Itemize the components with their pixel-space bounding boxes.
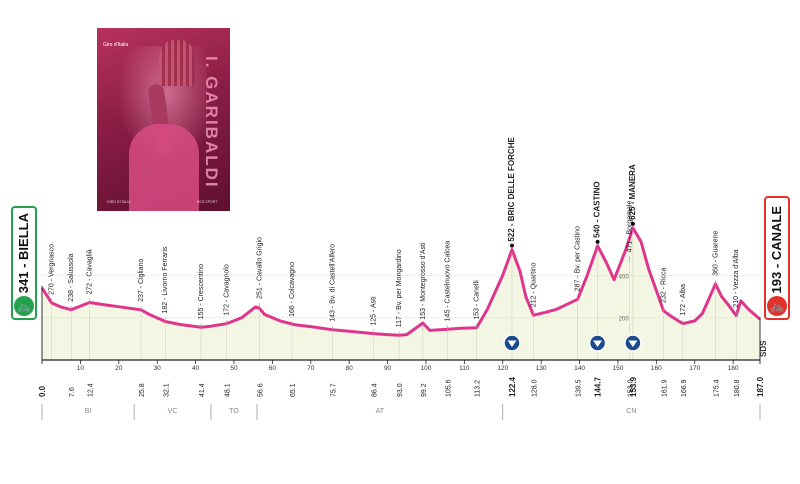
start-label: 341 - BIELLA	[16, 212, 31, 293]
km-label: 56.6	[257, 383, 264, 397]
y-tick-label: 400	[619, 274, 630, 280]
km-label: 0.0	[38, 385, 47, 397]
stage-poster-image: Giro d'Italia I. GARIBALDI GIRO D'ITALIA…	[97, 28, 230, 211]
x-tick-label: 160	[651, 365, 662, 372]
x-tick-label: 110	[459, 365, 470, 372]
waypoint-label: 182 - Livorno Ferraris	[162, 246, 169, 313]
km-label: 128.0	[531, 379, 538, 397]
km-label: 113.2	[475, 380, 482, 397]
x-tick-label: 60	[269, 365, 277, 372]
kom-summit-dot	[509, 243, 514, 248]
km-label: 41.4	[199, 383, 206, 397]
bicycle-icon: 🚲	[767, 296, 787, 316]
waypoint-label: 210 - Vezza d'Alba	[733, 249, 740, 307]
poster-footer-right: RCS SPORT	[197, 200, 218, 204]
km-label: 187.0	[756, 376, 765, 397]
waypoint-label: 625 - MANERA	[628, 164, 637, 220]
x-tick-label: 70	[307, 365, 315, 372]
x-tick-label: 20	[115, 365, 123, 372]
kom-summit-dot	[630, 221, 635, 226]
waypoint-label: 153 - Canelli	[474, 280, 481, 320]
km-label: 175.4	[713, 379, 720, 397]
rider-illustration	[129, 124, 199, 211]
x-tick-label: 50	[230, 365, 238, 372]
km-label: 75.7	[331, 383, 338, 397]
y-tick-label: 200	[619, 317, 630, 323]
waypoint-label: 287 - Bv. per Castino	[575, 226, 582, 291]
waypoint-label: 125 - Asti	[371, 296, 378, 326]
km-label: 7.6	[69, 387, 76, 397]
km-label: 65.1	[290, 383, 297, 397]
km-label: 25.8	[139, 383, 146, 397]
km-label: 139.5	[576, 379, 583, 397]
province-code: CN	[626, 408, 636, 415]
waypoint-label: 540 - CASTINO	[593, 181, 602, 237]
waypoint-label: 471 - Borgomale	[626, 201, 633, 253]
poster-name: I. GARIBALDI	[202, 56, 221, 189]
waypoint-label: 237 - Cigliano	[138, 259, 145, 302]
profile-line	[40, 226, 761, 337]
waypoint-label: 232 - Ricca	[661, 267, 668, 303]
profile-area	[42, 227, 760, 360]
km-label: 180.8	[734, 379, 741, 397]
waypoint-label: 238 - Salussola	[68, 253, 75, 301]
km-label: 48.1	[225, 383, 232, 397]
x-tick-label: 90	[384, 365, 392, 372]
km-label: 153.0	[627, 379, 634, 397]
waypoint-label: 145 - Castelnuovo Calcea	[444, 241, 451, 322]
bicycle-icon: 🚲	[14, 296, 34, 316]
kom-arrow-icon	[628, 340, 638, 347]
km-label: 153.9	[629, 376, 638, 397]
poster-logo: Giro d'Italia	[103, 42, 129, 48]
km-label: 105.6	[445, 379, 452, 397]
province-code: TO	[229, 408, 239, 415]
waypoint-label: 117 - Bv. per Mongardino	[396, 249, 403, 327]
km-label: 122.4	[508, 376, 517, 397]
x-tick-label: 180	[728, 365, 739, 372]
km-label: 166.9	[681, 379, 688, 397]
km-label: 161.9	[662, 379, 669, 397]
trophy-illustration	[159, 40, 195, 86]
x-tick-label: 40	[192, 365, 200, 372]
organizer-logo: SDS	[759, 340, 768, 357]
waypoint-label: 172 - Alba	[680, 284, 687, 316]
waypoint-label: 251 - Cavallo Grigio	[256, 237, 263, 299]
finish-label: 193 - CANALE	[769, 205, 784, 293]
waypoint-label: 172 - Cavagnolo	[224, 264, 231, 315]
poster-footer-left: GIRO D'ITALIA	[107, 200, 131, 204]
waypoint-label: 155 - Crescentino	[198, 264, 205, 319]
finish-badge: 193 - CANALE 🚲	[764, 196, 790, 320]
province-code: VC	[168, 408, 178, 415]
waypoint-label: 360 - Guarene	[712, 231, 719, 276]
waypoint-label: 270 - Vergnasco	[49, 244, 56, 295]
km-label: 12.4	[88, 383, 95, 397]
x-tick-label: 80	[346, 365, 354, 372]
x-tick-label: 30	[154, 365, 162, 372]
start-badge: 341 - BIELLA 🚲	[11, 206, 37, 320]
x-tick-label: 10	[77, 365, 85, 372]
waypoint-label: 272 - Cavaglià	[87, 249, 94, 294]
kom-arrow-icon	[593, 340, 603, 347]
kom-summit-dot	[595, 239, 600, 244]
waypoint-label: 166 - Colcavagno	[289, 262, 296, 317]
x-tick-label: 120	[497, 365, 508, 372]
waypoint-label: 212 - Quartino	[530, 262, 537, 307]
province-code: AT	[376, 408, 385, 415]
km-label: 99.2	[421, 383, 428, 397]
waypoint-label: 522 - BRIC DELLE FORCHE	[507, 137, 516, 242]
province-code: BI	[85, 408, 92, 415]
x-tick-label: 170	[689, 365, 700, 372]
x-tick-label: 100	[421, 365, 432, 372]
km-label: 86.4	[372, 383, 379, 397]
km-label: 144.7	[594, 376, 603, 397]
km-label: 32.1	[163, 383, 170, 397]
x-tick-label: 140	[574, 365, 585, 372]
waypoint-label: 153 - Montegrosso d'Asti	[420, 242, 427, 320]
x-tick-label: 130	[536, 365, 547, 372]
x-tick-label: 150	[613, 365, 624, 372]
kom-arrow-icon	[507, 340, 517, 347]
km-label: 93.0	[397, 383, 404, 397]
waypoint-label: 143 - Bv. di Castell'Alfero	[330, 244, 337, 322]
